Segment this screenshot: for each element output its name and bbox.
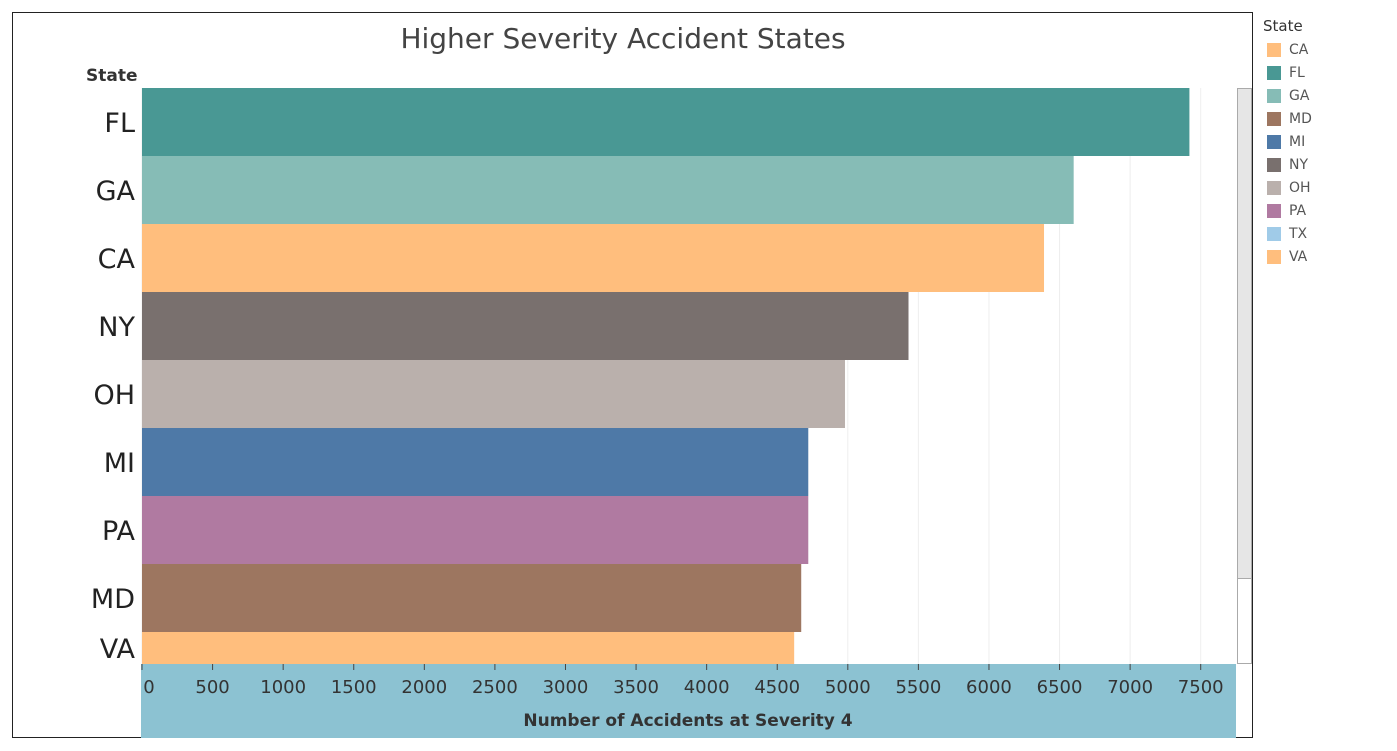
legend-item[interactable]: VA	[1263, 245, 1312, 268]
legend-items: CA FL GA MD MI NY OH PA TX VA	[1263, 38, 1312, 268]
y-tick-label: FL	[104, 108, 135, 139]
x-axis: 0 500 1000 1500 2000 2500 3000 3500 4000 4500 5000…	[141, 664, 1236, 738]
x-tick-label: 6500	[1037, 677, 1083, 698]
chart-title: Higher Severity Accident States	[400, 22, 846, 55]
legend-label: GA	[1289, 87, 1310, 104]
legend-item[interactable]: FL	[1263, 61, 1312, 84]
x-tick-label: 1500	[331, 677, 377, 698]
bar-ga	[142, 156, 1074, 224]
x-axis-band	[141, 664, 1236, 738]
legend: State CA FL GA MD MI NY OH PA TX VA	[1263, 17, 1312, 268]
bar-pa	[142, 496, 809, 564]
legend-label: VA	[1289, 248, 1308, 265]
legend-item[interactable]: GA	[1263, 84, 1312, 107]
legend-label: FL	[1289, 64, 1305, 81]
legend-swatch	[1267, 88, 1281, 103]
legend-label: NY	[1289, 156, 1309, 173]
x-axis-title: Number of Accidents at Severity 4	[523, 711, 852, 731]
legend-item[interactable]: TX	[1263, 222, 1312, 245]
x-tick-label: 0	[143, 677, 154, 698]
bar-mi	[142, 428, 809, 496]
legend-item[interactable]: MI	[1263, 130, 1312, 153]
legend-item[interactable]: NY	[1263, 153, 1312, 176]
x-tick-label: 7500	[1178, 677, 1224, 698]
x-tick-label: 4000	[684, 677, 730, 698]
bar-md	[142, 564, 802, 632]
y-tick-label: NY	[98, 312, 135, 343]
x-tick-label: 7000	[1107, 677, 1153, 698]
legend-title: State	[1263, 17, 1303, 35]
legend-label: MI	[1289, 133, 1306, 150]
x-tick-label: 5000	[825, 677, 871, 698]
legend-swatch	[1267, 157, 1281, 172]
bars	[142, 88, 1190, 664]
x-tick-label: 500	[195, 677, 229, 698]
y-tick-label: OH	[93, 380, 135, 411]
bar-ca	[142, 224, 1045, 292]
y-tick-label: GA	[96, 176, 136, 207]
legend-label: OH	[1289, 179, 1311, 196]
legend-swatch	[1267, 134, 1281, 149]
scrollbar-thumb[interactable]	[1238, 89, 1251, 579]
legend-swatch	[1267, 249, 1281, 264]
x-tick-label: 1000	[260, 677, 306, 698]
legend-label: PA	[1289, 202, 1307, 219]
x-tick-label: 6000	[966, 677, 1012, 698]
legend-item[interactable]: CA	[1263, 38, 1312, 61]
bar-fl	[142, 88, 1190, 156]
legend-swatch	[1267, 203, 1281, 218]
legend-swatch	[1267, 226, 1281, 241]
y-axis: FL GA CA NY OH MI PA MD VA	[91, 108, 136, 665]
legend-label: TX	[1289, 225, 1308, 242]
y-tick-label: CA	[98, 244, 136, 275]
y-tick-label: MD	[91, 584, 135, 615]
legend-swatch	[1267, 180, 1281, 195]
x-tick-label: 3000	[543, 677, 589, 698]
bar-oh	[142, 360, 845, 428]
legend-swatch	[1267, 65, 1281, 80]
bar-ny	[142, 292, 909, 360]
legend-label: CA	[1289, 41, 1309, 58]
legend-swatch	[1267, 111, 1281, 126]
x-tick-label: 4500	[754, 677, 800, 698]
y-tick-label: PA	[102, 516, 136, 547]
bar-va	[142, 632, 795, 664]
y-tick-label: VA	[100, 634, 136, 665]
x-tick-label: 2000	[401, 677, 447, 698]
vertical-scrollbar[interactable]	[1237, 88, 1252, 664]
y-tick-label: MI	[104, 448, 135, 479]
legend-item[interactable]: OH	[1263, 176, 1312, 199]
x-tick-label: 2500	[472, 677, 518, 698]
legend-swatch	[1267, 42, 1281, 57]
x-tick-label: 5500	[895, 677, 941, 698]
legend-item[interactable]: PA	[1263, 199, 1312, 222]
legend-label: MD	[1289, 110, 1312, 127]
y-axis-header: State	[86, 66, 138, 86]
legend-item[interactable]: MD	[1263, 107, 1312, 130]
x-tick-label: 3500	[613, 677, 659, 698]
